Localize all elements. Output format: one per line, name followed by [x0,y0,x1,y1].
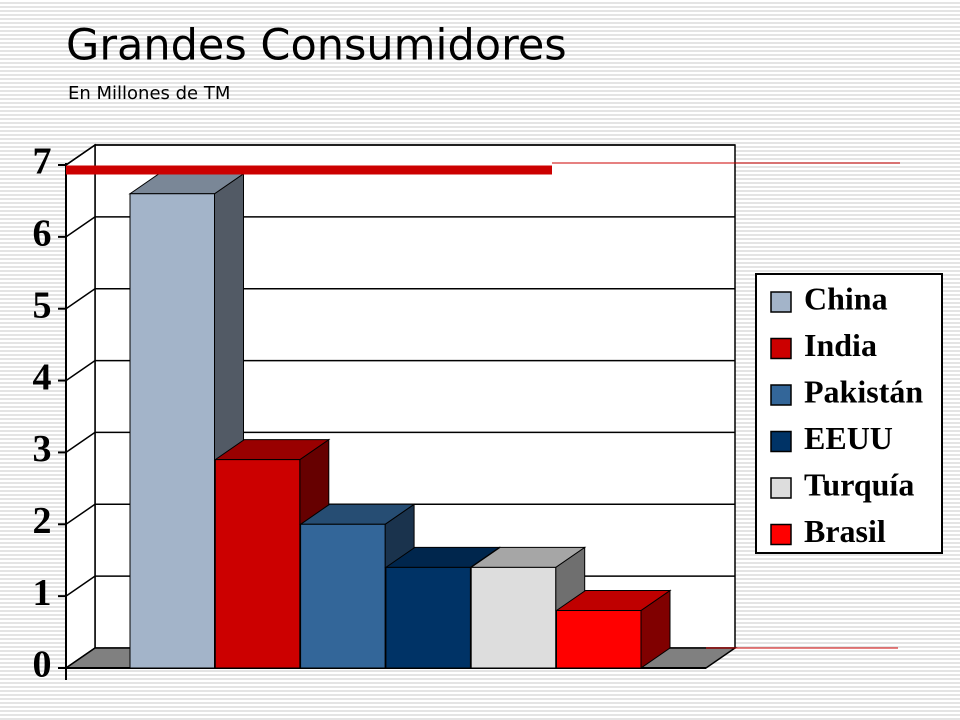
grid-line [65,287,735,310]
bar [556,610,642,669]
legend-swatch [770,430,792,453]
legend-swatch [770,477,792,499]
legend-swatch [770,291,792,313]
chart-title: Grandes Consumidores [66,21,567,71]
y-tick-label: 5 [33,284,52,326]
legend-label: India [804,327,877,363]
bar [470,566,557,669]
legend-label: China [804,280,888,316]
bar [129,193,215,669]
y-tick-label: 3 [33,428,52,470]
bar [214,459,301,669]
grid-line [65,144,735,166]
y-tick-label: 0 [33,644,52,686]
legend-label: Turquía [804,466,914,502]
bar [300,523,386,669]
legend-label: Pakistán [804,373,923,409]
legend-swatch [770,384,792,406]
chart-subtitle: En Millones de TM [68,83,230,104]
legend [755,273,943,554]
grid-line [65,503,735,525]
y-tick-label: 1 [33,572,52,614]
y-tick-label: 2 [33,500,52,542]
y-tick-label: 7 [33,141,52,183]
y-tick-label: 4 [33,356,52,398]
legend-label: Brasil [804,513,886,549]
grid-line [65,216,735,238]
grid-line [65,359,735,382]
side-wall [65,143,96,670]
grid-line [65,431,735,454]
legend-swatch [770,523,792,546]
y-tick-label: 6 [33,213,52,255]
legend-label: EEUU [804,420,893,456]
legend-swatch [770,337,792,360]
bar [385,566,471,669]
